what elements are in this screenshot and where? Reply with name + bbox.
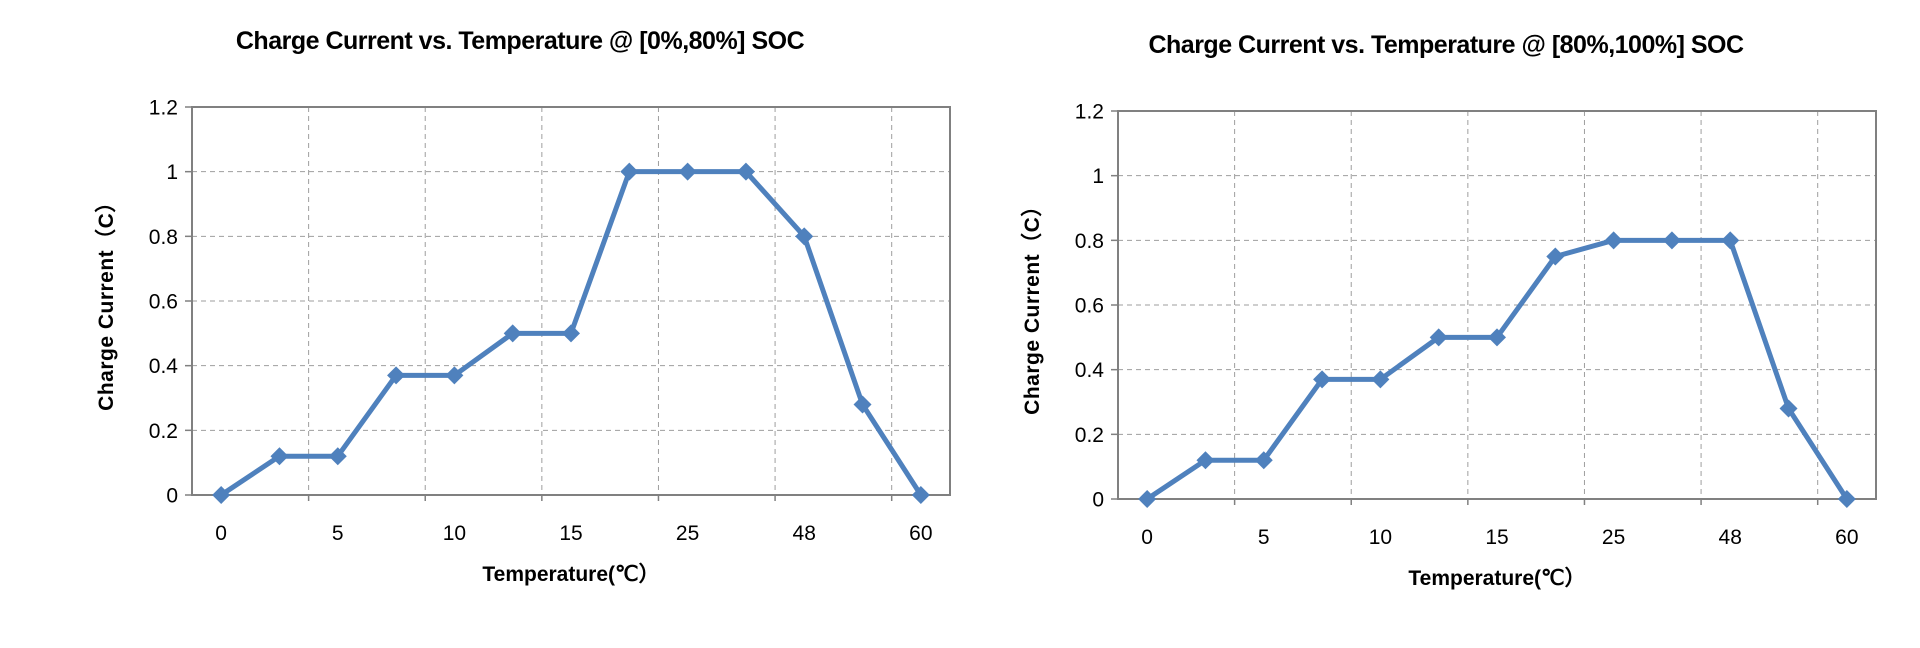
data-point-marker	[620, 162, 639, 181]
y-tick-label: 0.4	[1075, 359, 1105, 382]
chart-title: Charge Current vs. Temperature @ [0%,80%…	[235, 27, 805, 55]
x-tick-label: 5	[332, 522, 344, 545]
data-point-marker	[387, 366, 406, 385]
x-tick-label: 25	[1602, 526, 1625, 549]
data-point-marker	[1254, 451, 1273, 470]
data-point-marker	[1429, 328, 1448, 347]
data-point-marker	[445, 366, 464, 385]
data-point-marker	[1313, 370, 1332, 389]
plot-area: 0 0.2 0.4 0.6 0.8 1 1.2 0 5 10 15 25 48 60	[1075, 101, 1877, 549]
x-tick-label: 15	[559, 522, 582, 545]
data-point-marker	[1488, 328, 1506, 347]
x-tick-label: 10	[1369, 526, 1392, 549]
x-axis-title: Temperature(℃）	[1408, 567, 1586, 590]
data-point-marker	[853, 395, 872, 414]
x-tick-label: 5	[1258, 526, 1270, 549]
data-point-marker	[328, 447, 347, 466]
y-axis-title: Charge Current（C）	[95, 191, 118, 411]
y-tick-label: 1.2	[1075, 101, 1104, 124]
data-point-marker	[1721, 231, 1740, 250]
y-tick-label: 0.6	[149, 291, 178, 314]
plot-area: 0 0.2 0.4 0.6 0.8 1 1.2 0 5 10 15 25 48 60	[149, 97, 951, 545]
y-axis-title: Charge Current（C）	[1021, 195, 1044, 415]
x-tick-label: 25	[676, 522, 699, 545]
y-tick-label: 1.2	[149, 97, 178, 120]
x-tick-label: 10	[443, 522, 466, 545]
data-point-marker	[503, 324, 522, 343]
y-tick-label: 1	[166, 161, 178, 184]
x-tick-label: 0	[215, 522, 227, 545]
data-point-marker	[795, 227, 814, 246]
x-axis-title: Temperature(℃）	[482, 563, 660, 586]
y-tick-label: 1	[1092, 165, 1104, 188]
x-tick-label: 15	[1485, 526, 1508, 549]
y-tick-label: 0.2	[149, 420, 178, 443]
x-tick-label: 48	[1719, 526, 1742, 549]
x-tick-label: 60	[1835, 526, 1858, 549]
y-tick-label: 0.8	[1075, 230, 1104, 253]
data-point-marker	[1837, 490, 1856, 508]
data-point-marker	[911, 486, 930, 504]
data-point-marker	[736, 162, 755, 181]
data-point-marker	[1662, 231, 1681, 250]
y-tick-label: 0	[166, 485, 178, 508]
data-point-marker	[678, 162, 697, 181]
data-point-marker	[1546, 247, 1565, 266]
y-tick-label: 0.4	[149, 355, 179, 378]
data-point-marker	[1196, 451, 1215, 470]
data-point-marker	[1604, 231, 1623, 250]
x-tick-label: 0	[1141, 526, 1153, 549]
x-tick-label: 48	[793, 522, 816, 545]
chart-soc-80-100: Charge Current vs. Temperature @ [80%,10…	[1006, 0, 1886, 648]
chart-title: Charge Current vs. Temperature @ [80%,10…	[1148, 31, 1744, 59]
data-point-marker	[1779, 399, 1798, 418]
data-point-marker	[562, 324, 580, 343]
y-tick-label: 0.8	[149, 226, 178, 249]
y-tick-label: 0	[1092, 489, 1104, 512]
y-tick-label: 0.2	[1075, 424, 1104, 447]
data-point-marker	[212, 486, 231, 504]
chart-soc-0-80: Charge Current vs. Temperature @ [0%,80%…	[80, 0, 960, 648]
data-point-marker	[1138, 490, 1157, 508]
data-point-marker	[270, 447, 289, 466]
y-tick-label: 0.6	[1075, 295, 1104, 318]
x-tick-label: 60	[909, 522, 932, 545]
data-point-marker	[1371, 370, 1390, 389]
